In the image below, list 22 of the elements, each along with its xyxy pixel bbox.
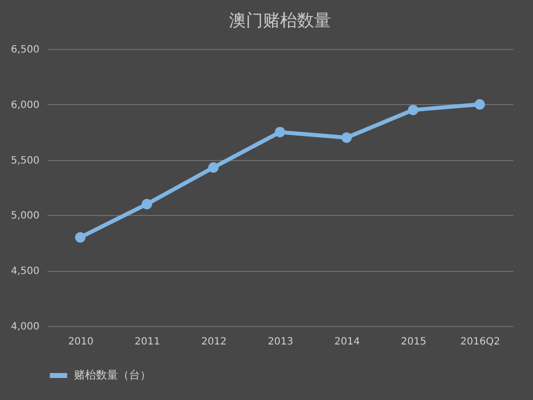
point [208, 162, 219, 173]
point [341, 132, 352, 143]
point [474, 99, 485, 110]
x-tick-label: 2010 [68, 336, 94, 348]
y-tick-label: 4,000 [10, 322, 40, 332]
x-tick-label: 2012 [201, 336, 227, 348]
point [142, 198, 152, 210]
x-tick-label: 2016Q2 [460, 336, 500, 348]
x-tick-label: 2013 [268, 336, 294, 348]
y-tick-label: 6,500 [10, 44, 40, 56]
chart-title: 澳门赌枱数量 [229, 11, 331, 31]
y-tick-label: 6,000 [10, 100, 40, 111]
y-tick-label: 5,000 [10, 210, 40, 222]
x-tick-label: 2014 [334, 336, 360, 348]
y-tick-label: 4,500 [10, 266, 40, 278]
point [408, 104, 418, 116]
y-tick-label: 5,500 [10, 155, 40, 166]
x-tick-label: 2011 [134, 336, 160, 348]
point [274, 126, 286, 138]
legend-label: 赌枱数量（台） [74, 368, 151, 382]
point [75, 232, 86, 243]
x-tick-label: 2015 [400, 336, 426, 348]
